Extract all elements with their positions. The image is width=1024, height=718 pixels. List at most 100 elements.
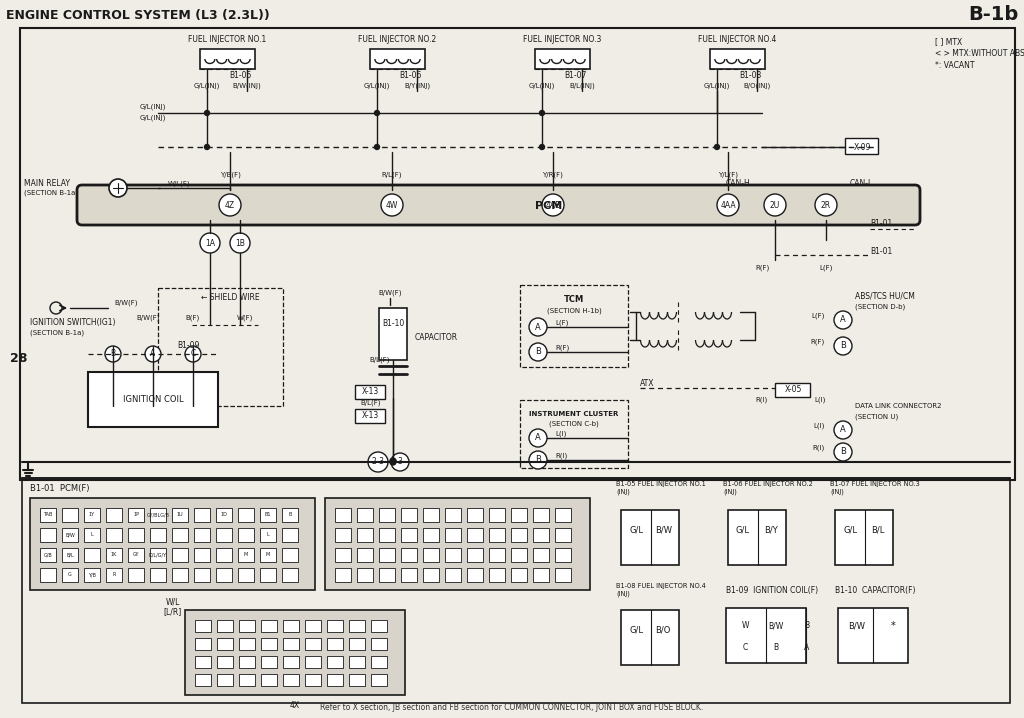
Circle shape bbox=[185, 346, 201, 362]
Circle shape bbox=[764, 194, 786, 216]
Text: A: A bbox=[840, 426, 846, 434]
Bar bbox=[200, 49, 255, 69]
Circle shape bbox=[540, 144, 545, 149]
Text: B: B bbox=[773, 643, 778, 653]
Text: W/L: W/L bbox=[165, 597, 179, 607]
Text: (SECTION C-b): (SECTION C-b) bbox=[549, 421, 599, 427]
Text: L(F): L(F) bbox=[812, 313, 825, 320]
Bar bbox=[238, 568, 254, 582]
Bar bbox=[62, 508, 78, 522]
Bar bbox=[261, 620, 278, 632]
Text: B-1b: B-1b bbox=[968, 4, 1018, 24]
Text: (SECTION B-1a): (SECTION B-1a) bbox=[30, 330, 84, 336]
Bar bbox=[185, 610, 406, 695]
Circle shape bbox=[834, 337, 852, 355]
Text: B1-01  PCM(F): B1-01 PCM(F) bbox=[30, 483, 89, 493]
Bar bbox=[283, 656, 299, 668]
Bar bbox=[158, 288, 283, 406]
Text: ABS/TCS HU/CM: ABS/TCS HU/CM bbox=[855, 292, 914, 301]
Text: 1B: 1B bbox=[236, 238, 245, 248]
Circle shape bbox=[375, 111, 380, 116]
Text: W: W bbox=[741, 622, 749, 630]
Bar bbox=[62, 568, 78, 582]
Circle shape bbox=[529, 451, 547, 469]
Text: (SECTION U): (SECTION U) bbox=[855, 414, 898, 420]
Bar bbox=[84, 508, 100, 522]
Bar bbox=[423, 528, 439, 542]
Text: A: A bbox=[840, 315, 846, 325]
Bar bbox=[88, 372, 218, 427]
Bar bbox=[349, 656, 365, 668]
Bar bbox=[106, 568, 122, 582]
Bar bbox=[534, 508, 549, 522]
Bar bbox=[423, 548, 439, 562]
Text: TAB: TAB bbox=[43, 513, 52, 518]
Text: G/L: G/L bbox=[629, 625, 643, 635]
Text: R(F): R(F) bbox=[811, 339, 825, 345]
Bar bbox=[150, 508, 166, 522]
Text: 4X: 4X bbox=[290, 701, 300, 709]
Bar bbox=[239, 674, 255, 686]
Text: 28: 28 bbox=[10, 352, 28, 365]
Bar bbox=[335, 508, 351, 522]
Bar bbox=[172, 508, 188, 522]
Text: TCM: TCM bbox=[564, 294, 584, 304]
Text: ← SHIELD WIRE: ← SHIELD WIRE bbox=[201, 294, 260, 302]
Bar bbox=[401, 568, 417, 582]
Text: L(F): L(F) bbox=[819, 265, 833, 271]
Bar bbox=[260, 508, 276, 522]
Bar bbox=[260, 528, 276, 542]
Text: B: B bbox=[536, 455, 541, 465]
Bar bbox=[40, 528, 56, 542]
Text: IGNITION SWITCH(IG1): IGNITION SWITCH(IG1) bbox=[30, 319, 116, 327]
Bar bbox=[621, 510, 679, 565]
Text: (SECTION H-1b): (SECTION H-1b) bbox=[547, 308, 601, 314]
Text: B1-10  CAPACITOR(F): B1-10 CAPACITOR(F) bbox=[835, 585, 915, 595]
Text: R: R bbox=[113, 572, 116, 577]
Bar bbox=[467, 548, 483, 562]
Bar bbox=[511, 568, 527, 582]
Text: G/L: G/L bbox=[629, 526, 643, 534]
Bar bbox=[128, 528, 144, 542]
Bar bbox=[283, 638, 299, 650]
Text: B1-01: B1-01 bbox=[870, 248, 892, 256]
Bar bbox=[467, 568, 483, 582]
Text: 4AA: 4AA bbox=[720, 200, 736, 210]
Bar bbox=[379, 528, 395, 542]
Bar bbox=[128, 548, 144, 562]
Text: W/L(F): W/L(F) bbox=[168, 181, 190, 187]
Text: A: A bbox=[536, 434, 541, 442]
Text: CAPACITOR: CAPACITOR bbox=[415, 333, 458, 342]
Circle shape bbox=[200, 233, 220, 253]
Bar bbox=[775, 383, 810, 397]
Bar bbox=[128, 508, 144, 522]
Text: B1-06: B1-06 bbox=[398, 72, 421, 80]
Bar bbox=[357, 548, 373, 562]
Bar bbox=[355, 385, 385, 399]
Text: R(I): R(I) bbox=[756, 397, 768, 404]
Text: CAN-L: CAN-L bbox=[850, 179, 873, 187]
Text: IGNITION COIL: IGNITION COIL bbox=[123, 396, 183, 404]
Bar bbox=[445, 508, 461, 522]
Text: B: B bbox=[805, 622, 810, 630]
Bar bbox=[349, 638, 365, 650]
Text: B/W: B/W bbox=[849, 622, 865, 630]
Bar bbox=[555, 548, 571, 562]
Circle shape bbox=[834, 311, 852, 329]
Bar bbox=[22, 478, 1010, 703]
Text: B/W: B/W bbox=[655, 526, 673, 534]
Bar bbox=[195, 620, 211, 632]
Text: G/L(INJ): G/L(INJ) bbox=[140, 103, 166, 111]
Bar bbox=[379, 548, 395, 562]
Circle shape bbox=[715, 144, 720, 149]
Text: B: B bbox=[289, 513, 292, 518]
Text: B/Y: B/Y bbox=[764, 526, 778, 534]
Text: G/L(INJ): G/L(INJ) bbox=[528, 83, 555, 89]
Text: Y/B(F): Y/B(F) bbox=[219, 172, 241, 178]
Circle shape bbox=[219, 194, 241, 216]
Bar bbox=[216, 508, 232, 522]
Circle shape bbox=[834, 421, 852, 439]
Circle shape bbox=[529, 429, 547, 447]
Text: (SECTION B-1a): (SECTION B-1a) bbox=[24, 190, 78, 196]
Bar bbox=[355, 409, 385, 423]
